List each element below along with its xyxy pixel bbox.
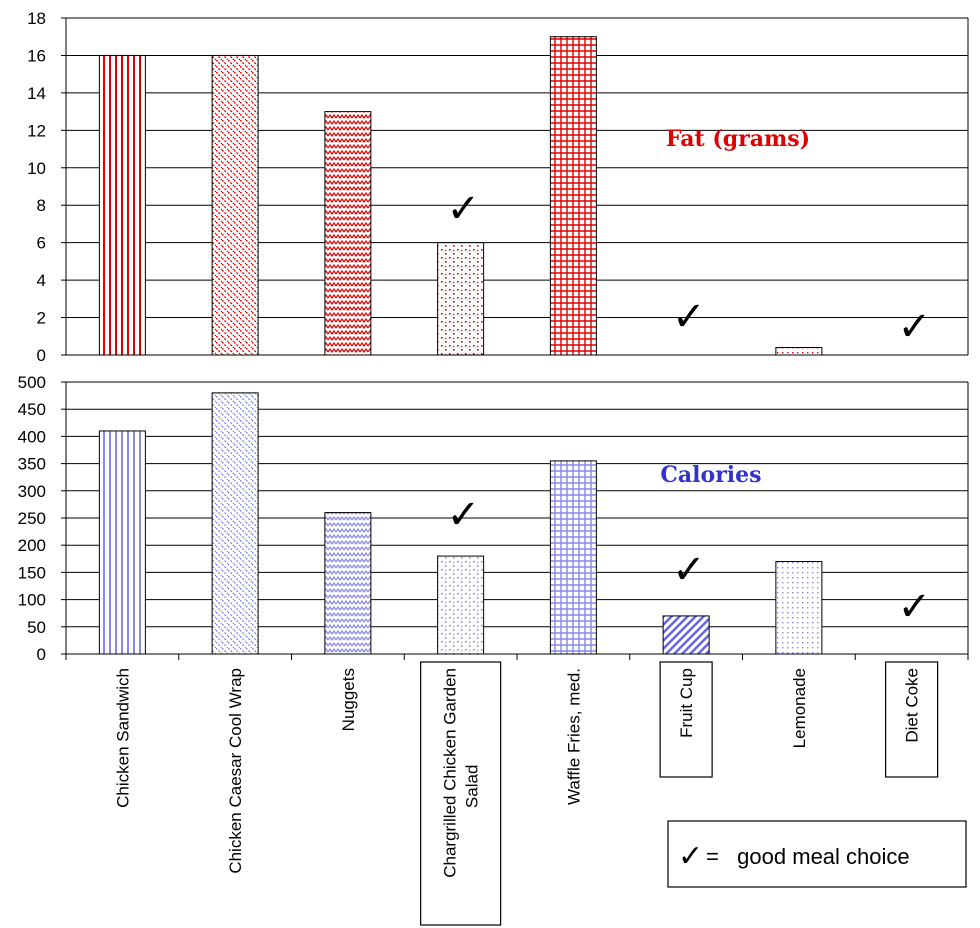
good-choice-label-box [659,661,713,778]
good-choice-label-box [885,661,939,778]
category-label-line: Lemonade [790,668,809,748]
category-label: Chicken Caesar Cool Wrap [226,668,245,874]
category-axis: Chicken Sandwich Chicken Caesar Cool Wrap… [65,654,969,926]
calories-gridlines [61,381,968,655]
fat-tick-label: 6 [37,234,46,253]
calories-tick-label: 200 [18,536,46,555]
fat-panel-title: Fat (grams) [666,126,810,152]
legend-check-icon: ✓ [678,839,703,874]
category-label: Chargrilled Chicken Garden Salad [441,668,482,878]
calories-bar [549,460,597,655]
fat-tick-labels: 0 2 4 6 8 10 12 14 16 18 [27,9,46,365]
fat-tick-label: 12 [27,121,46,140]
category-label-line: Salad [463,765,482,808]
fat-tick-label: 2 [37,309,46,328]
legend-box [667,820,967,888]
calories-bar [324,512,372,655]
category-label: Fruit Cup [677,668,696,738]
legend: ✓ = good meal choice [667,820,967,888]
category-label: Nuggets [339,668,358,731]
calories-bar [437,555,485,655]
fat-tick-label: 16 [27,46,46,65]
fat-bar [324,111,372,356]
check-icon: ✓ [672,294,706,340]
fat-tick-label: 14 [27,84,46,103]
calories-bar [211,392,259,655]
calories-bar [775,561,823,655]
fat-bar [211,54,259,356]
category-label-line: Chargrilled Chicken Garden [441,668,460,878]
good-choice-label-box [420,661,502,926]
category-label: Waffle Fries, med. [564,668,583,805]
category-label-line: Waffle Fries, med. [564,668,583,805]
category-label: Chicken Sandwich [113,668,132,808]
fat-bar [549,36,597,356]
fat-bar [775,347,823,356]
check-icon: ✓ [447,492,481,538]
category-label: Lemonade [790,668,809,748]
check-icon: ✓ [898,584,932,630]
fat-bars [98,36,823,356]
category-label-line: Chicken Sandwich [113,668,132,808]
good-choice-checkmarks: ✓ ✓ ✓ ✓ ✓ ✓ [447,186,932,630]
check-icon: ✓ [447,186,481,232]
legend-label: = good meal choice [706,844,910,869]
fat-tick-label: 4 [37,271,46,290]
calories-tick-label: 350 [18,455,46,474]
fat-tick-label: 8 [37,196,46,215]
fat-bar [98,54,146,356]
fat-panel: 0 2 4 6 8 10 12 14 16 18 Fat (grams) [27,9,969,365]
fat-tick-label: 18 [27,9,46,28]
calories-tick-label: 100 [18,591,46,610]
category-label-line: Nuggets [339,668,358,731]
calories-bars [98,392,823,655]
fat-tick-label: 10 [27,159,46,178]
check-icon: ✓ [898,304,932,350]
fat-tick-label: 0 [37,346,46,365]
calories-tick-label: 0 [37,645,46,664]
check-icon: ✓ [672,547,706,593]
calories-tick-labels: 0 50 100 150 200 250 300 350 400 450 500 [18,373,46,664]
calories-bar [98,430,146,655]
calories-tick-label: 400 [18,427,46,446]
category-label-line: Chicken Caesar Cool Wrap [226,668,245,874]
calories-panel-title: Calories [660,462,761,488]
calories-bar [662,615,710,655]
calories-tick-label: 150 [18,563,46,582]
calories-tick-label: 250 [18,509,46,528]
category-label-line: Fruit Cup [677,668,696,738]
calories-tick-label: 500 [18,373,46,392]
category-label-line: Diet Coke [903,668,922,743]
fat-gridlines [61,17,968,356]
calories-tick-label: 50 [27,618,46,637]
calories-panel: 0 50 100 150 200 250 300 350 400 450 500 Calories [18,373,969,664]
category-label: Diet Coke [903,668,922,743]
fat-bar [437,242,485,356]
calories-tick-label: 450 [18,400,46,419]
calories-tick-label: 300 [18,482,46,501]
